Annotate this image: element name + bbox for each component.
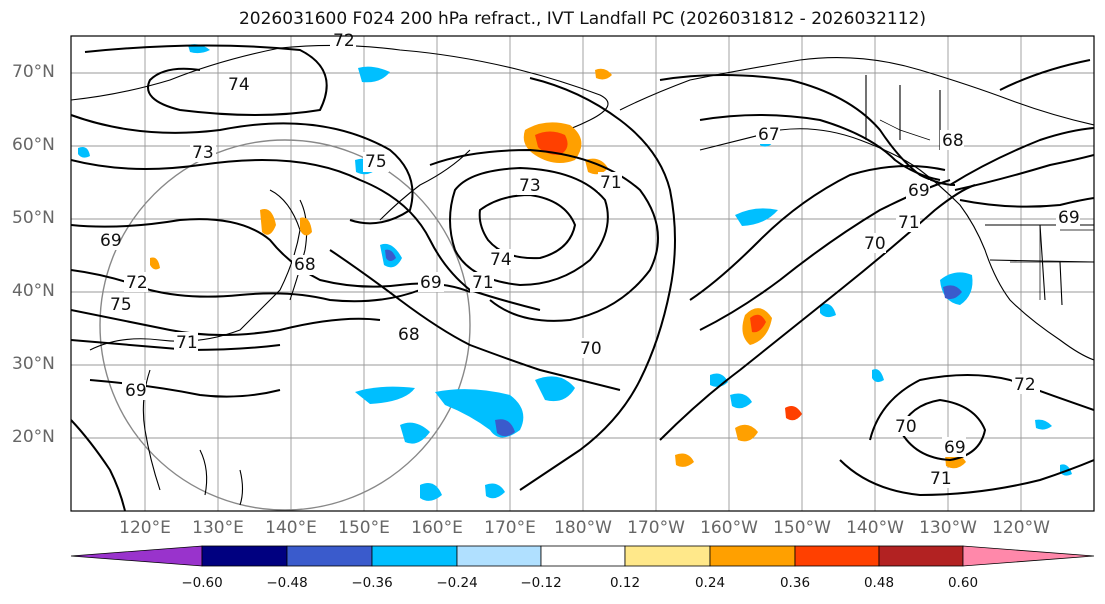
colorbar-segment: [371, 545, 458, 567]
coastlines: [71, 44, 1094, 506]
lat-label: 40°N: [12, 281, 55, 301]
lat-label: 60°N: [12, 135, 55, 155]
contour-label: 68: [398, 325, 420, 345]
colorbar-segment: [456, 545, 542, 567]
contour-label: 70: [864, 234, 886, 254]
contour-label: 75: [365, 152, 387, 172]
contour-label: 72: [126, 273, 148, 293]
contour-label: 71: [472, 273, 494, 293]
colorbar-tick-label: −0.12: [520, 575, 562, 591]
contour-label: 69: [944, 438, 966, 458]
contour-label: 71: [930, 469, 952, 489]
colorbar-tick-label: 0.48: [863, 575, 895, 591]
colorbar-segment: [794, 545, 880, 567]
colorbar-tick-label: −0.60: [181, 575, 223, 591]
lon-label: 120°E: [119, 518, 171, 538]
colorbar: [70, 545, 1095, 567]
lon-label: 180°W: [554, 518, 612, 538]
political-boundaries: [879, 119, 1094, 300]
lon-label: 160°W: [700, 518, 758, 538]
lon-label: 120°W: [992, 518, 1050, 538]
colorbar-tick-label: 0.36: [779, 575, 811, 591]
lon-label: 130°W: [919, 518, 977, 538]
colorbar-segment: [540, 545, 626, 567]
colorbar-tick-label: 0.60: [947, 575, 979, 591]
contour-label: 68: [942, 131, 964, 151]
lon-label: 130°E: [192, 518, 244, 538]
contour-label: 73: [192, 143, 214, 163]
contour-label: 69: [1058, 208, 1080, 228]
lat-label: 50°N: [12, 208, 55, 228]
contour-label: 71: [600, 173, 622, 193]
lon-label: 150°W: [773, 518, 831, 538]
contour-label: 73: [519, 176, 541, 196]
map-border: [70, 35, 1095, 512]
colorbar-segment-lower-extend: [70, 545, 203, 567]
lon-label: 170°E: [484, 518, 536, 538]
contour-label: 71: [176, 333, 198, 353]
colorbar-segment-upper-extend: [962, 545, 1095, 567]
colorbar-tick-label: 0.12: [609, 575, 641, 591]
lon-label: 160°E: [411, 518, 463, 538]
contour-labels: 72 74 73 75 69 72 75 71 69 68 69 68 71 7…: [98, 31, 1080, 489]
contour-label: 69: [125, 381, 147, 401]
ivt-shading: [78, 44, 1072, 501]
lon-label: 150°E: [338, 518, 390, 538]
contour-label: 69: [908, 181, 930, 201]
contour-label: 70: [580, 339, 602, 359]
contour-label: 67: [758, 125, 780, 145]
contour-label: 69: [420, 273, 442, 293]
colorbar-tick-label: −0.24: [436, 575, 478, 591]
colorbar-tick-label: −0.48: [266, 575, 308, 591]
colorbar-tick-label: 0.24: [694, 575, 726, 591]
colorbar-segment: [624, 545, 711, 567]
colorbar-segment: [286, 545, 373, 567]
colorbar-segment: [201, 545, 288, 567]
contour-label: 72: [333, 31, 355, 51]
colorbar-segment: [709, 545, 796, 567]
contour-label: 74: [490, 250, 512, 270]
lat-label: 70°N: [12, 62, 55, 82]
contour-label: 70: [895, 417, 917, 437]
contour-label: 75: [110, 295, 132, 315]
contour-label: 68: [294, 255, 316, 275]
lon-label: 140°E: [265, 518, 317, 538]
lat-label: 30°N: [12, 354, 55, 374]
lon-label: 140°W: [846, 518, 904, 538]
contour-label: 72: [1014, 375, 1036, 395]
contour-label: 69: [100, 231, 122, 251]
contour-label: 71: [898, 213, 920, 233]
colorbar-tick-label: −0.36: [351, 575, 393, 591]
lon-label: 170°W: [627, 518, 685, 538]
map-title: 2026031600 F024 200 hPa refract., IVT La…: [238, 9, 926, 29]
contour-label: 74: [228, 75, 250, 95]
colorbar-segment: [878, 545, 964, 567]
landfall-radius-circle: [99, 139, 471, 511]
lat-label: 20°N: [12, 427, 55, 447]
